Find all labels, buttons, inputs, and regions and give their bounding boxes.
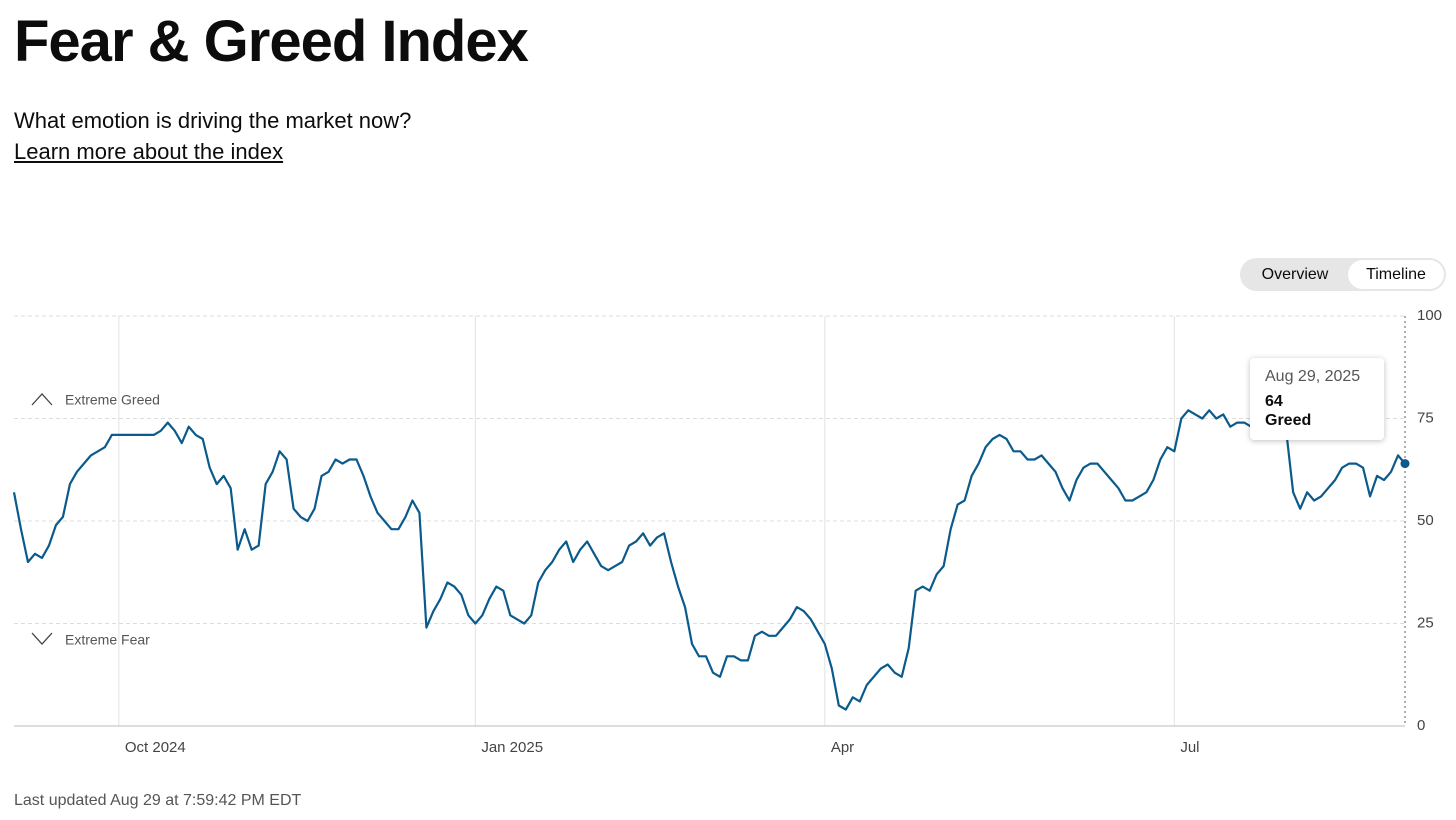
current-point — [1400, 459, 1410, 469]
y-tick-label: 50 — [1417, 512, 1434, 529]
title: Fear & Greed Index — [14, 9, 529, 74]
tab-overview[interactable]: Overview — [1261, 266, 1329, 283]
annotation: Extreme Fear — [65, 632, 150, 648]
y-tick-label: 75 — [1417, 409, 1434, 426]
annotation: Extreme Greed — [65, 392, 160, 408]
tooltip-value: 64 — [1265, 393, 1283, 410]
y-tick-label: 25 — [1417, 614, 1434, 631]
tab-timeline[interactable]: Timeline — [1348, 260, 1444, 289]
up-chevron — [31, 393, 53, 406]
learn-more-link[interactable]: Learn more about the index — [14, 139, 284, 164]
x-tick-label: Jan 2025 — [481, 739, 543, 756]
y-tick-label: 100 — [1417, 307, 1442, 324]
x-tick-label: Oct 2024 — [125, 739, 186, 756]
view-toggle: Overview Timeline — [1240, 258, 1446, 291]
last-updated: Last updated Aug 29 at 7:59:42 PM EDT — [14, 792, 302, 809]
tooltip-rating: Greed — [1265, 412, 1312, 429]
tooltip: Aug 29, 2025 64 Greed — [1250, 358, 1384, 440]
x-tick-label: Apr — [831, 739, 854, 756]
tooltip-date: Aug 29, 2025 — [1265, 368, 1361, 385]
y-tick-label: 0 — [1417, 717, 1425, 734]
index-line — [12, 409, 1406, 711]
x-tick-label: Jul — [1180, 739, 1199, 756]
down-chevron — [31, 632, 53, 645]
subtitle: What emotion is driving the market now? — [14, 108, 412, 133]
